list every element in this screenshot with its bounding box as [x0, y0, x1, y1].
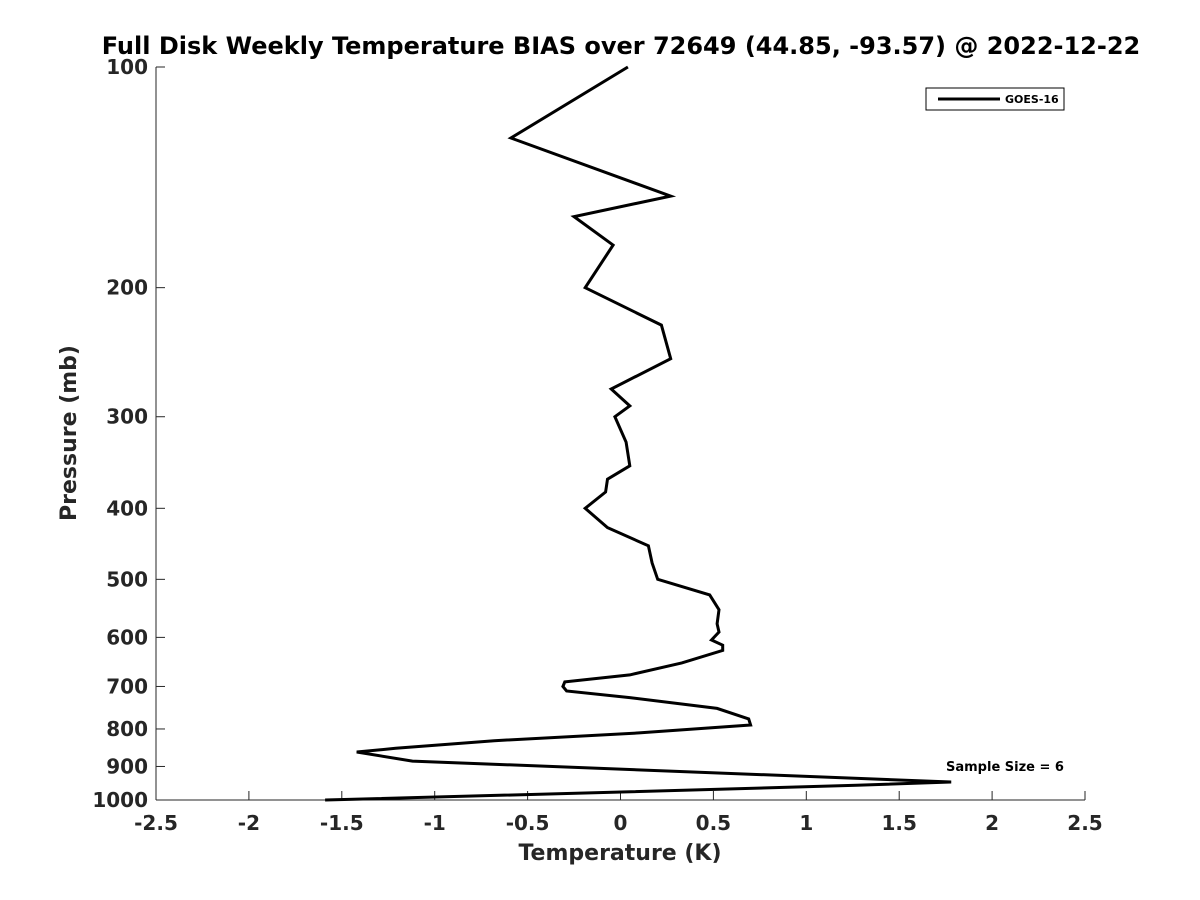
y-tick-label: 1000: [92, 788, 148, 812]
y-axis-label: Pressure (mb): [57, 345, 82, 521]
y-tick-label: 300: [106, 405, 148, 429]
x-tick-label: -2: [238, 811, 260, 835]
y-tick-label: 200: [106, 276, 148, 300]
y-tick-label: 100: [106, 55, 148, 79]
x-axis-label: Temperature (K): [518, 841, 721, 866]
x-tick-label: -0.5: [506, 811, 550, 835]
y-tick-label: 700: [106, 674, 148, 698]
sample-size-annotation: Sample Size = 6: [946, 760, 1064, 775]
series-layer: [325, 65, 952, 802]
x-tick-label: 1: [799, 811, 813, 835]
chart-title: Full Disk Weekly Temperature BIAS over 7…: [102, 32, 1141, 60]
y-tick-label: 900: [106, 754, 148, 778]
series-line-goes-16: [325, 65, 952, 802]
legend-label-goes-16: GOES-16: [1005, 93, 1059, 106]
y-tick-label: 800: [106, 717, 148, 741]
axes-layer: [155, 67, 1085, 801]
legend: GOES-16: [925, 87, 1065, 111]
x-tick-label: -2.5: [134, 811, 178, 835]
x-tick-label: 1.5: [881, 811, 916, 835]
ticks-layer: -2.5 -2 -1.5 -1 -0.5 0 0.5 1 1.5 2 2.5 100 200 300 400…: [92, 55, 1102, 835]
x-tick-label: -1: [424, 811, 446, 835]
x-tick-label: -1.5: [320, 811, 364, 835]
x-tick-label: 0: [614, 811, 628, 835]
y-tick-label: 500: [106, 567, 148, 591]
y-tick-label: 400: [106, 496, 148, 520]
x-tick-label: 0.5: [696, 811, 731, 835]
x-tick-label: 2.5: [1067, 811, 1102, 835]
x-tick-label: 2: [985, 811, 999, 835]
y-tick-label: 600: [106, 625, 148, 649]
